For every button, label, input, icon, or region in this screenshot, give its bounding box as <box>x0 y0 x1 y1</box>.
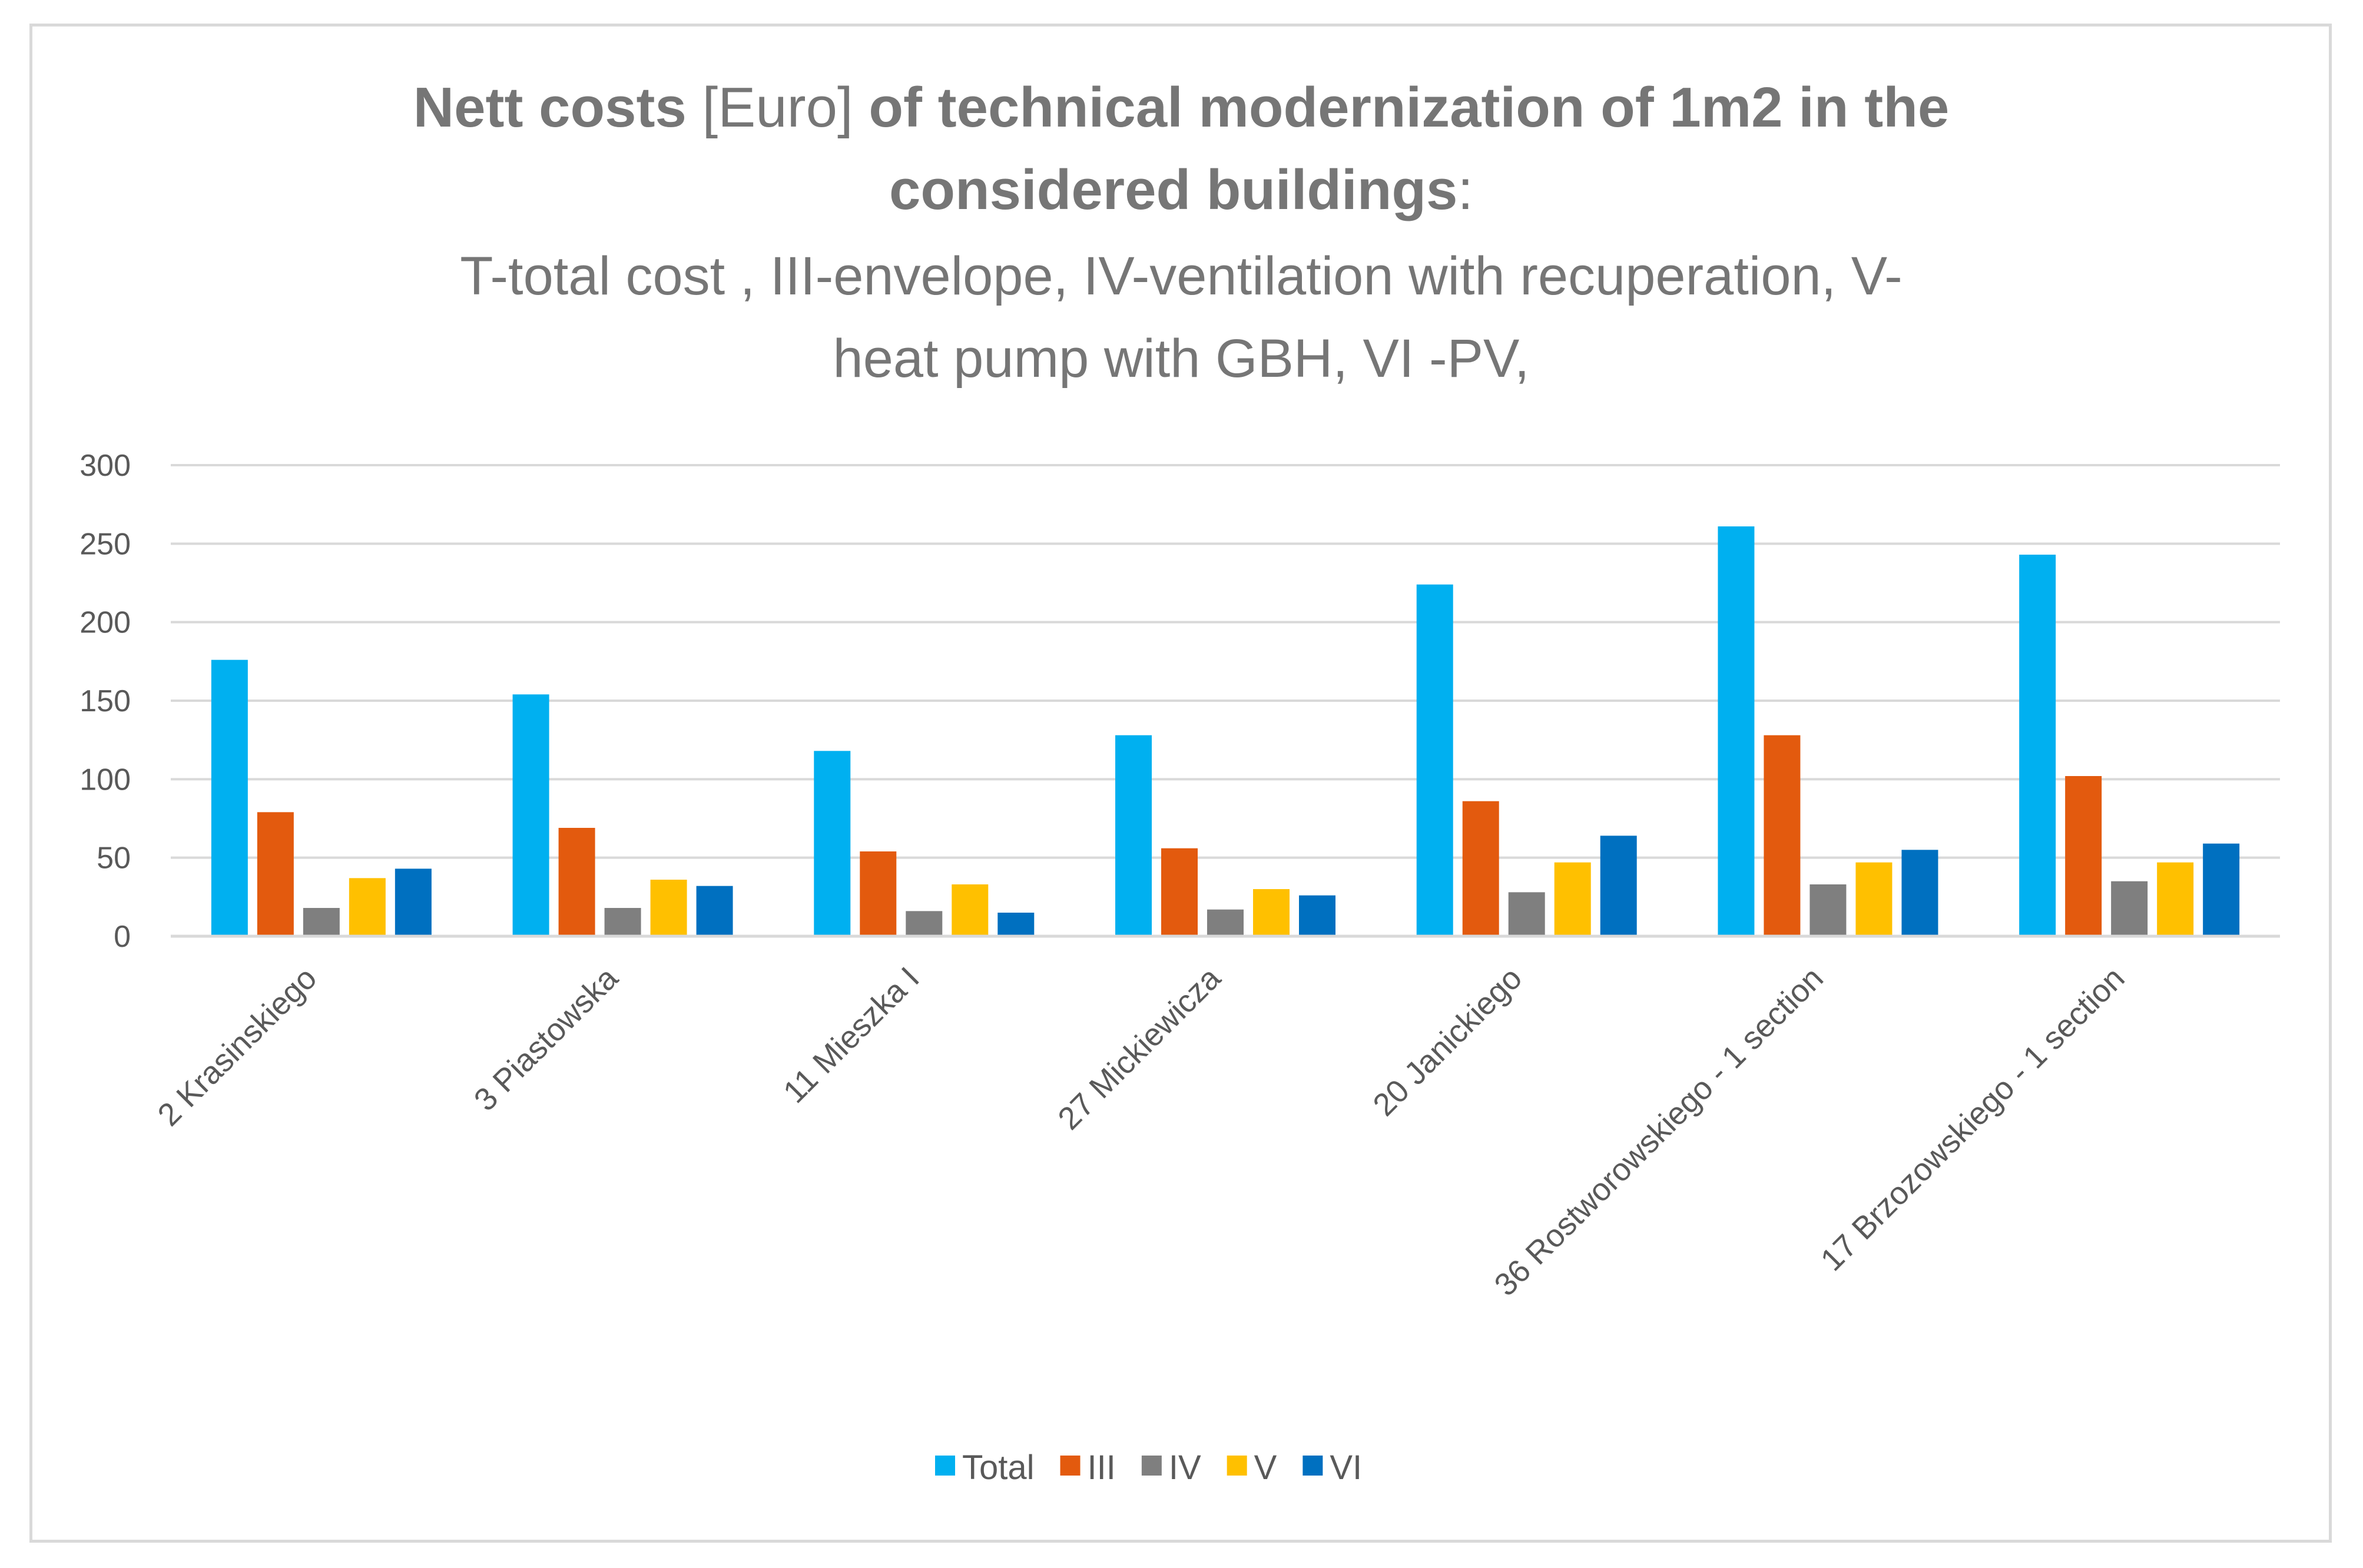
bar-iii-1 <box>558 828 595 936</box>
bar-vi-1 <box>696 886 733 936</box>
x-category-label: 17 Brzozowskiego - 1 section <box>1814 960 2132 1278</box>
chart-title-line-1-part-2: of technical modernization of 1m2 in the <box>869 76 1949 139</box>
bar-total-4 <box>1416 584 1453 936</box>
bar-iii-2 <box>860 851 897 936</box>
bar-iv-2 <box>906 911 943 936</box>
chart-title-line-2-part-1: : <box>1457 158 1473 221</box>
bar-total-3 <box>1115 735 1152 936</box>
x-category-label: 20 Janickiego <box>1366 960 1529 1123</box>
chart-title-line-1: Nett costs [Euro] of technical moderniza… <box>413 76 1949 139</box>
y-axis-ticks: 0 50 100 150 200 250 300 <box>79 449 131 954</box>
bar-vi-3 <box>1299 895 1335 936</box>
bar-iv-6 <box>2111 881 2148 936</box>
y-tick-label: 250 <box>79 527 131 561</box>
bar-v-3 <box>1253 889 1290 936</box>
bar-iii-6 <box>2065 776 2102 936</box>
bar-v-6 <box>2157 862 2194 936</box>
y-tick-label: 50 <box>97 841 131 876</box>
legend-label-v: V <box>1254 1448 1277 1487</box>
legend-swatch-vi <box>1303 1456 1323 1476</box>
bar-total-1 <box>512 694 549 936</box>
bar-iv-3 <box>1207 909 1244 936</box>
y-tick-label: 200 <box>79 606 131 640</box>
bar-v-0 <box>349 878 386 936</box>
bar-iv-4 <box>1508 892 1545 936</box>
legend: Total III IV V VI <box>935 1448 1362 1487</box>
y-tick-label: 150 <box>79 684 131 718</box>
bar-v-1 <box>650 880 687 936</box>
bar-iv-5 <box>1809 884 1847 936</box>
legend-swatch-v <box>1227 1456 1247 1476</box>
chart-title-line-2: considered buildings: <box>889 158 1473 221</box>
legend-label-total: Total <box>962 1448 1035 1487</box>
x-category-label: 27 Mickiewicza <box>1051 960 1228 1136</box>
bar-total-6 <box>2019 555 2056 936</box>
bar-vi-2 <box>997 913 1035 936</box>
bar-v-2 <box>952 884 989 936</box>
bar-iii-4 <box>1462 801 1499 936</box>
chart-subtitle-line-2: heat pump with GBH, VI -PV, <box>833 329 1530 389</box>
x-category-label: 11 Mieszka I <box>777 960 926 1110</box>
bars <box>211 526 2240 936</box>
bar-vi-5 <box>1901 850 1938 936</box>
bar-total-0 <box>211 659 248 936</box>
chart-title-line-1-part-0: Nett costs <box>413 76 687 139</box>
bar-iii-0 <box>257 812 294 936</box>
x-axis-labels: 2 Krasinskiego 3 Piastowska 11 Mieszka I 27… <box>151 960 2131 1302</box>
bar-iii-5 <box>1764 735 1801 936</box>
bar-vi-0 <box>395 868 432 936</box>
chart-title-line-1-part-1: [Euro] <box>687 76 869 139</box>
x-category-label: 2 Krasinskiego <box>151 960 323 1133</box>
bar-vi-4 <box>1600 836 1637 936</box>
legend-swatch-iv <box>1141 1456 1162 1476</box>
legend-swatch-total <box>935 1456 955 1476</box>
bar-total-2 <box>814 751 851 936</box>
chart-title-line-2-part-0: considered buildings <box>889 158 1457 221</box>
legend-label-vi: VI <box>1330 1448 1362 1487</box>
chart-frame <box>29 24 2332 1543</box>
y-tick-label: 300 <box>79 449 131 483</box>
bar-vi-6 <box>2203 843 2240 936</box>
bar-v-5 <box>1855 862 1893 936</box>
bar-iv-1 <box>604 908 641 936</box>
bar-iv-0 <box>303 908 340 936</box>
x-category-label: 3 Piastowska <box>468 960 625 1118</box>
y-tick-label: 0 <box>114 920 131 954</box>
y-tick-label: 100 <box>79 763 131 797</box>
x-category-label: 36 Rostworowskiego - 1 section <box>1487 960 1830 1302</box>
bar-total-5 <box>1718 526 1755 936</box>
gridlines <box>171 464 2280 859</box>
legend-label-iii: III <box>1088 1448 1116 1487</box>
legend-label-iv: IV <box>1169 1448 1201 1487</box>
bar-v-4 <box>1554 862 1591 936</box>
bar-iii-3 <box>1161 848 1198 936</box>
chart-subtitle-line-1: T-total cost , III-envelope, IV-ventilat… <box>460 246 1902 306</box>
legend-swatch-iii <box>1060 1456 1081 1476</box>
